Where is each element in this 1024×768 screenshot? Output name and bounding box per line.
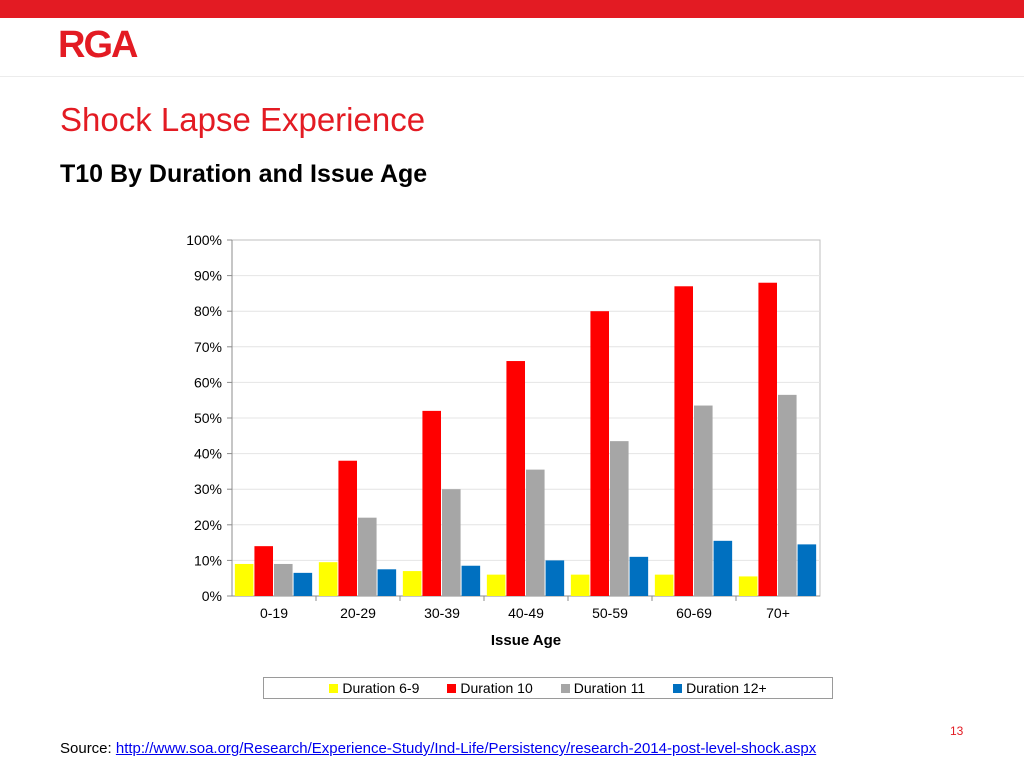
y-tick-label: 10% [194, 552, 222, 568]
y-tick-label: 80% [194, 303, 222, 319]
rga-logo: RGA [58, 24, 138, 66]
header-divider [0, 76, 1024, 77]
bar-60-69-duration-12+ [713, 540, 733, 596]
bar-50-59-duration-10 [590, 311, 609, 596]
bar-40-49-duration-6-9 [486, 574, 506, 596]
legend-label: Duration 10 [460, 680, 533, 696]
bar-20-29-duration-12+ [377, 569, 397, 596]
bar-40-49-duration-12+ [545, 560, 565, 596]
bar-70+-duration-12+ [797, 544, 817, 596]
x-tick-label: 40-49 [508, 605, 544, 621]
legend-label: Duration 11 [573, 680, 646, 696]
bar-30-39-duration-12+ [461, 565, 481, 596]
bar-70+-duration-6-9 [738, 576, 758, 596]
y-tick-label: 50% [194, 410, 222, 426]
bar-60-69-duration-10 [674, 286, 693, 596]
bar-40-49-duration-10 [506, 361, 525, 596]
y-tick-label: 0% [202, 588, 222, 604]
y-tick-label: 70% [194, 339, 222, 355]
x-tick-label: 20-29 [340, 605, 376, 621]
legend-item: Duration 10 [447, 680, 533, 696]
slide-subtitle: T10 By Duration and Issue Age [60, 160, 428, 188]
bar-0-19-duration-6-9 [234, 563, 254, 596]
y-tick-label: 30% [194, 481, 222, 497]
source-link[interactable]: http://www.soa.org/Research/Experience-S… [115, 740, 817, 757]
bar-60-69-duration-6-9 [654, 574, 674, 596]
x-tick-label: 30-39 [424, 605, 460, 621]
page-number: 13 [950, 724, 964, 738]
legend-swatch [447, 683, 457, 693]
y-tick-label: 20% [194, 517, 222, 533]
slide-title: Shock Lapse Experience [60, 101, 426, 138]
y-tick-label: 40% [194, 446, 222, 462]
source-label: Source: [60, 740, 112, 757]
y-tick-label: 60% [194, 374, 222, 390]
bar-0-19-duration-11 [274, 563, 293, 596]
y-tick-label: 90% [194, 268, 222, 284]
bar-40-49-duration-11 [526, 469, 545, 596]
legend-item: Duration 12+ [673, 680, 767, 696]
chart-legend: Duration 6-9 Duration 10 Duration 11 Durati… [263, 677, 833, 699]
x-tick-label: 0-19 [260, 605, 288, 621]
bar-70+-duration-10 [758, 282, 777, 596]
bar-30-39-duration-10 [422, 410, 441, 596]
bar-70+-duration-11 [778, 394, 797, 596]
legend-swatch [560, 683, 570, 693]
x-tick-label: 70+ [766, 605, 790, 621]
bar-20-29-duration-6-9 [318, 562, 338, 596]
bar-chart: 0% 10% 20% 30% 40% 50% 60% 70% 80% 90% 100% 0-19 20-… [186, 232, 821, 649]
bar-20-29-duration-10 [338, 460, 357, 596]
bar-30-39-duration-6-9 [402, 571, 422, 596]
top-accent-bar [0, 0, 1024, 18]
bar-30-39-duration-11 [442, 489, 461, 596]
x-tick-label: 50-59 [592, 605, 628, 621]
legend-item: Duration 6-9 [329, 680, 419, 696]
bar-0-19-duration-12+ [293, 572, 313, 596]
x-axis-title: Issue Age [491, 632, 561, 649]
bar-50-59-duration-11 [610, 441, 629, 596]
y-tick-label: 100% [186, 232, 222, 248]
legend-item: Duration 11 [560, 680, 646, 696]
bar-0-19-duration-10 [254, 546, 273, 596]
legend-label: Duration 6-9 [342, 680, 420, 696]
bar-50-59-duration-12+ [629, 556, 649, 596]
x-tick-label: 60-69 [676, 605, 712, 621]
legend-swatch [329, 683, 339, 693]
bar-60-69-duration-11 [694, 405, 713, 596]
bar-20-29-duration-11 [358, 517, 377, 596]
legend-label: Duration 12+ [686, 680, 767, 696]
bar-50-59-duration-6-9 [570, 574, 590, 596]
legend-swatch [673, 683, 683, 693]
source-line: Source: http://www.soa.org/Research/Expe… [60, 740, 816, 757]
